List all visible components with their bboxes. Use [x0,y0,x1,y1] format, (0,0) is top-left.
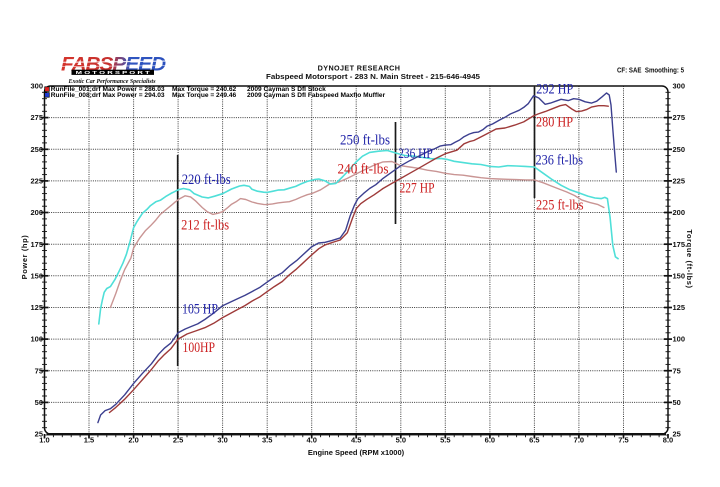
svg-text:6.0: 6.0 [485,436,495,445]
svg-text:1.0: 1.0 [39,436,49,445]
svg-text:5.5: 5.5 [440,436,450,445]
svg-text:2.0: 2.0 [128,436,138,445]
svg-text:250 ft-lbs: 250 ft-lbs [340,133,390,149]
svg-text:292 HP: 292 HP [536,81,573,97]
svg-text:200: 200 [673,208,686,217]
svg-text:100HP: 100HP [183,340,216,356]
svg-text:300: 300 [673,82,686,91]
svg-text:212 ft-lbs: 212 ft-lbs [181,218,229,234]
svg-text:6.5: 6.5 [529,436,539,445]
svg-text:125: 125 [673,303,686,312]
svg-text:300: 300 [30,82,43,91]
svg-text:150: 150 [30,271,43,280]
svg-text:25: 25 [35,430,43,439]
svg-text:Torque (ft-lbs): Torque (ft-lbs) [685,229,694,288]
svg-text:175: 175 [30,240,43,249]
svg-text:175: 175 [673,240,686,249]
svg-text:DYNOJET RESEARCH: DYNOJET RESEARCH [318,64,401,73]
svg-text:50: 50 [35,398,43,407]
svg-text:7.0: 7.0 [574,436,584,445]
svg-text:225: 225 [30,177,43,186]
svg-text:Fabspeed Motorsport - 283 N. M: Fabspeed Motorsport - 283 N. Main Street… [266,72,481,81]
svg-text:236 ft-lbs: 236 ft-lbs [536,152,584,168]
svg-text:105 HP: 105 HP [182,301,218,317]
svg-text:280 HP: 280 HP [536,114,573,130]
svg-text:125: 125 [30,303,43,312]
svg-text:275: 275 [673,113,686,122]
svg-text:M O T O R S P O R T: M O T O R S P O R T [76,70,151,75]
svg-text:RunFile_001;drf Max Power = 28: RunFile_001;drf Max Power = 286.03 Max To… [51,86,326,93]
svg-text:236 HP: 236 HP [398,146,433,162]
svg-text:3.0: 3.0 [217,436,227,445]
svg-text:4.5: 4.5 [351,436,361,445]
svg-text:250: 250 [30,145,43,154]
svg-text:25: 25 [673,430,681,439]
svg-text:Power (hp): Power (hp) [20,235,29,280]
svg-text:3.5: 3.5 [262,436,272,445]
svg-text:100: 100 [30,335,43,344]
svg-text:Exotic Car Performance Special: Exotic Car Performance Specialists [68,78,156,85]
svg-text:50: 50 [673,398,681,407]
svg-text:225 ft-lbs: 225 ft-lbs [536,198,584,214]
svg-text:150: 150 [673,271,686,280]
svg-text:RunFile_008;drf Max Power = 29: RunFile_008;drf Max Power = 294.03 Max To… [51,92,386,99]
svg-text:100: 100 [673,335,686,344]
svg-text:227 HP: 227 HP [400,181,435,197]
svg-text:7.5: 7.5 [618,436,628,445]
svg-text:2.5: 2.5 [173,436,183,445]
svg-text:275: 275 [30,113,43,122]
svg-text:5.0: 5.0 [396,436,406,445]
svg-text:Engine Speed (RPM x1000): Engine Speed (RPM x1000) [308,448,405,457]
svg-text:250: 250 [673,145,686,154]
svg-text:225: 225 [673,177,686,186]
svg-text:4.0: 4.0 [306,436,316,445]
svg-text:75: 75 [673,366,681,375]
svg-text:1.5: 1.5 [84,436,94,445]
svg-text:220 ft-lbs: 220 ft-lbs [182,172,231,188]
svg-text:200: 200 [30,208,43,217]
svg-text:8.0: 8.0 [663,436,673,445]
svg-text:CF: SAE Smoothing: 5: CF: SAE Smoothing: 5 [617,66,684,75]
svg-text:75: 75 [35,366,43,375]
svg-text:240 ft-lbs: 240 ft-lbs [338,161,389,177]
